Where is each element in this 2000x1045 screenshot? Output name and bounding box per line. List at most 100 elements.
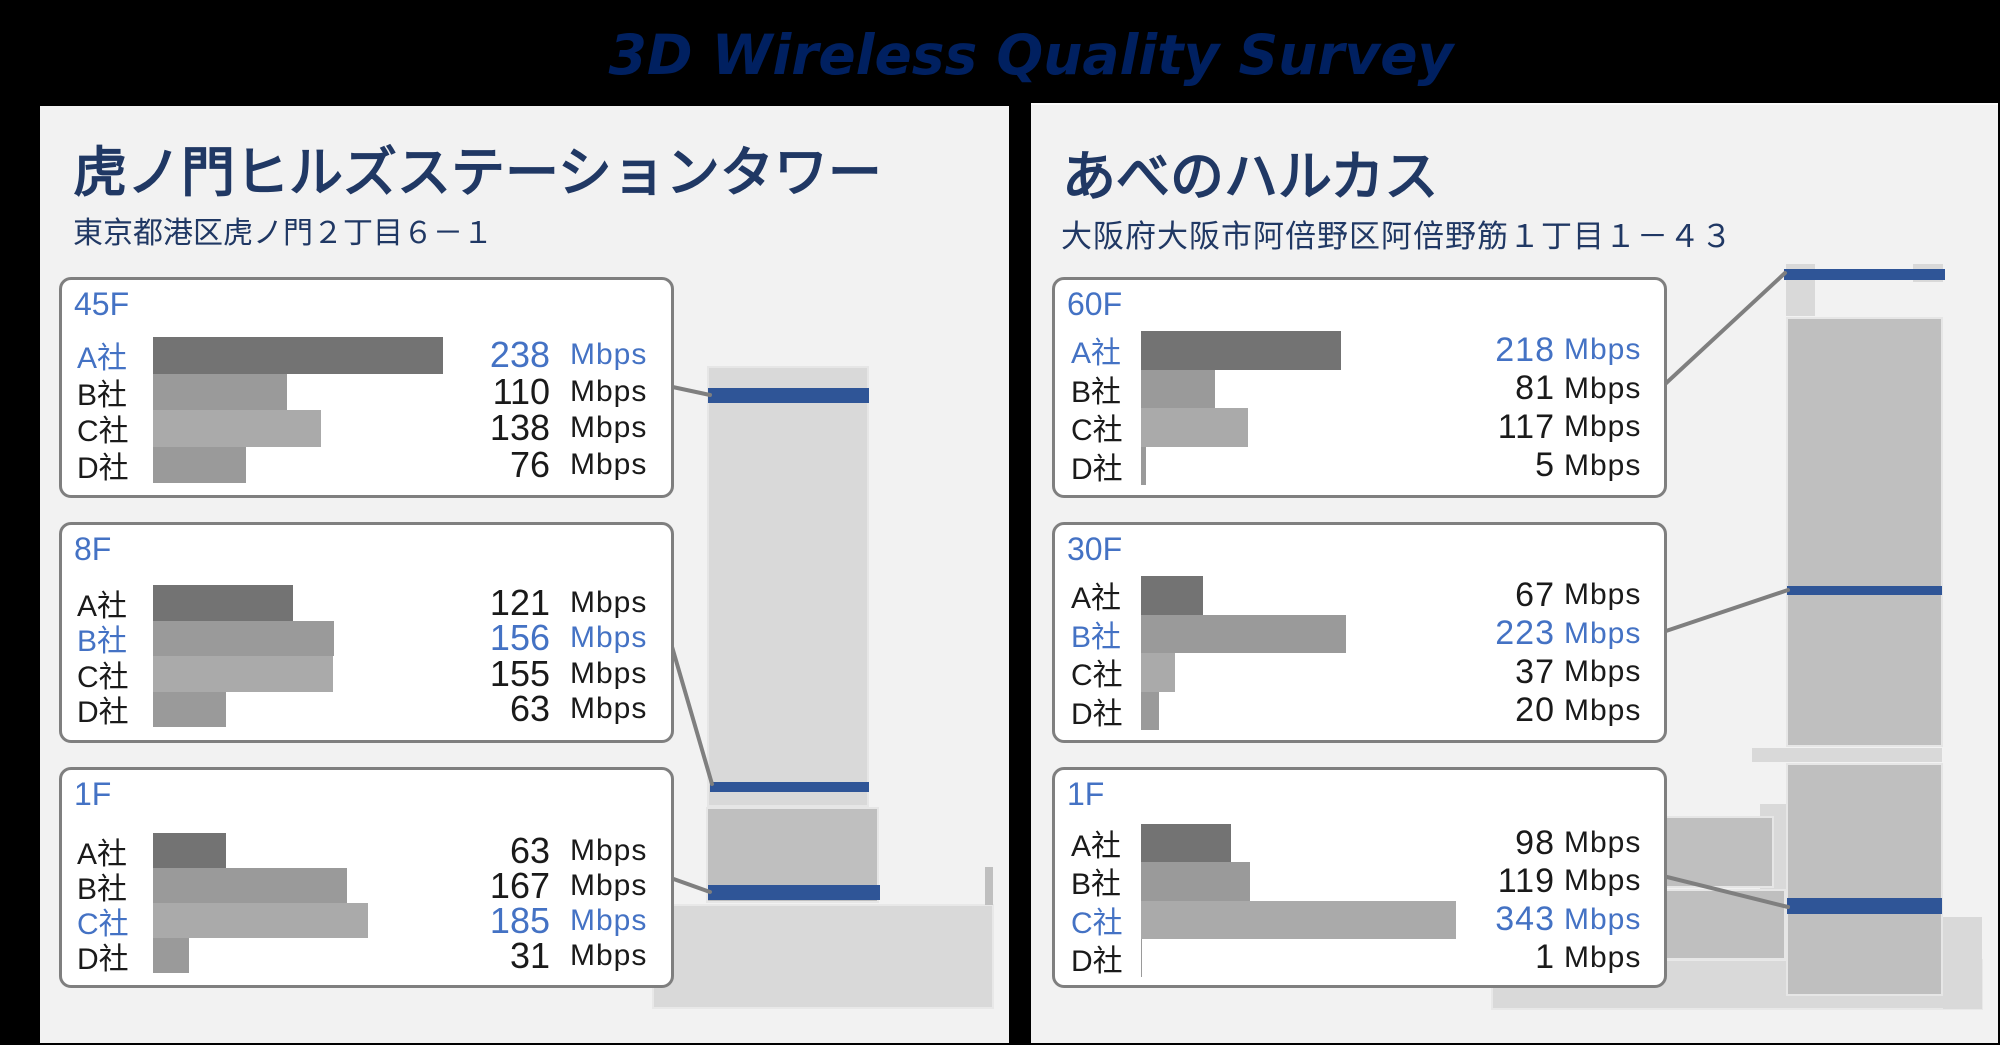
speed-bar <box>1141 369 1216 408</box>
company-row: C社 37 Mbps <box>1055 652 1664 693</box>
company-row: C社 138 Mbps <box>62 407 671 449</box>
company-label: B社 <box>77 378 128 412</box>
building-address: 大阪府大阪市阿倍野区阿倍野筋１丁目１－４３ <box>1061 219 1733 255</box>
speed-unit: Mbps <box>570 938 648 972</box>
speed-value: 218 <box>1495 330 1555 369</box>
company-row: B社 156 Mbps <box>62 617 671 659</box>
speed-value: 81 <box>1515 369 1555 408</box>
floor-label: 45F <box>74 286 130 322</box>
connector-line-1f <box>666 875 712 894</box>
company-label: D社 <box>1071 944 1123 978</box>
speed-unit: Mbps <box>1564 578 1642 612</box>
speed-value: 63 <box>509 829 550 871</box>
speed-bar <box>153 656 333 692</box>
floor-label: 30F <box>1067 531 1123 567</box>
building-name: あべのハルカス <box>1062 145 1439 208</box>
company-row: A社 238 Mbps <box>62 334 671 376</box>
company-row: B社 167 Mbps <box>62 864 671 906</box>
company-label: B社 <box>1071 375 1122 409</box>
speed-bar <box>1141 653 1175 692</box>
speed-bar <box>1141 614 1346 653</box>
ground-base <box>652 904 994 1009</box>
speed-unit: Mbps <box>570 621 648 655</box>
company-row: A社 67 Mbps <box>1055 576 1664 616</box>
speed-unit: Mbps <box>1564 655 1642 689</box>
toranomon-tower-illustration <box>652 366 994 1009</box>
company-label: A社 <box>1071 830 1122 864</box>
speed-bar <box>153 691 227 727</box>
floor-band-45f <box>708 388 869 403</box>
floor-card-1f: 1F A社 98 Mbps B社 119 Mbps C社 343 Mbps D <box>1052 767 1667 988</box>
speed-value: 138 <box>489 407 550 449</box>
company-label: A社 <box>77 837 128 871</box>
company-row: D社 76 Mbps <box>62 444 671 485</box>
speed-bar <box>153 620 334 656</box>
company-row: A社 98 Mbps <box>1055 824 1664 864</box>
company-row: A社 218 Mbps <box>1055 330 1664 371</box>
tower-upper <box>1786 317 1943 747</box>
speed-unit: Mbps <box>570 656 648 690</box>
speed-value: 167 <box>489 864 550 906</box>
company-row: B社 119 Mbps <box>1055 861 1664 902</box>
tower-shaft <box>707 366 869 807</box>
floor-card-8f: 8F A社 121 Mbps B社 156 Mbps C社 155 Mbps <box>59 522 674 743</box>
speed-value: 20 <box>1515 691 1555 730</box>
company-label: D社 <box>1071 452 1123 486</box>
base-annex <box>1943 917 1982 1009</box>
speed-bar <box>153 373 288 410</box>
company-label: D社 <box>1071 697 1123 731</box>
floor-band-1f <box>1787 898 1942 914</box>
speed-bar <box>153 337 444 374</box>
speed-value: 5 <box>1535 446 1555 485</box>
speed-value: 156 <box>489 617 550 659</box>
company-label: A社 <box>77 342 128 376</box>
company-label: B社 <box>77 872 128 906</box>
floor-card-60f: 60F A社 218 Mbps B社 81 Mbps C社 117 Mbps <box>1052 277 1667 498</box>
speed-bar <box>153 585 294 621</box>
speed-unit: Mbps <box>1564 864 1642 898</box>
speed-unit: Mbps <box>570 833 648 867</box>
company-row: D社 1 Mbps <box>1055 938 1664 978</box>
speed-bar <box>153 938 189 973</box>
tower-lower <box>1786 763 1943 996</box>
building-name: 虎ノ門ヒルズステーションタワー <box>73 141 882 204</box>
company-row: C社 343 Mbps <box>1055 900 1664 940</box>
company-label: A社 <box>1071 337 1122 371</box>
company-label: B社 <box>77 625 128 659</box>
connector-line-8f <box>666 631 714 786</box>
speed-unit: Mbps <box>1564 371 1642 405</box>
setback-ledge <box>1752 748 1942 762</box>
speed-value: 121 <box>489 581 550 623</box>
speed-unit: Mbps <box>1564 410 1642 444</box>
floor-band-8f <box>710 782 869 792</box>
speed-bar <box>153 833 227 868</box>
building-address: 東京都港区虎ノ門２丁目６－１ <box>73 216 493 251</box>
speed-value: 119 <box>1497 861 1555 900</box>
speed-unit: Mbps <box>1564 940 1642 974</box>
speed-value: 37 <box>1515 652 1555 691</box>
speed-bar <box>153 446 246 483</box>
floor-band-60f <box>1784 269 1945 280</box>
company-label: A社 <box>77 589 128 623</box>
speed-bar <box>1141 900 1456 939</box>
page-title: 3D Wireless Quality Survey <box>608 23 1454 87</box>
floor-card-30f: 30F A社 67 Mbps B社 223 Mbps C社 37 Mbps D <box>1052 522 1667 743</box>
speed-bar <box>1141 862 1251 901</box>
company-label: B社 <box>1071 620 1122 654</box>
speed-bar <box>1141 446 1146 485</box>
speed-value: 1 <box>1535 938 1555 977</box>
speed-unit: Mbps <box>570 411 648 445</box>
company-row: C社 185 Mbps <box>62 900 671 941</box>
speed-unit: Mbps <box>1564 616 1642 650</box>
speed-unit: Mbps <box>570 447 648 481</box>
speed-bar <box>1141 938 1142 977</box>
speed-bar <box>153 410 322 447</box>
company-row: D社 63 Mbps <box>62 688 671 730</box>
company-row: B社 223 Mbps <box>1055 614 1664 654</box>
company-row: A社 63 Mbps <box>62 829 671 871</box>
speed-value: 238 <box>489 334 550 376</box>
speed-value: 343 <box>1495 900 1555 939</box>
connector-line-30f <box>1661 588 1790 634</box>
company-row: D社 31 Mbps <box>62 935 671 976</box>
company-label: D社 <box>77 696 129 730</box>
